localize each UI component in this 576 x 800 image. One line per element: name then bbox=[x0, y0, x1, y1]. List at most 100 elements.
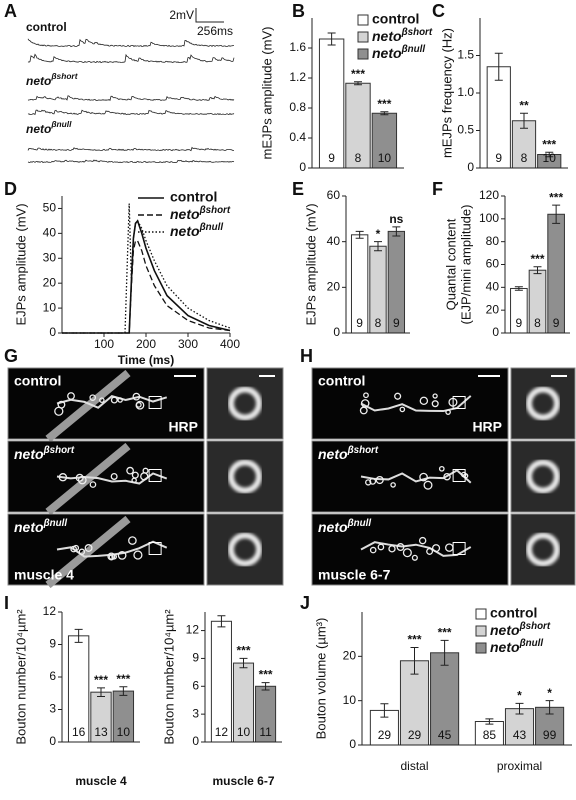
roi-box bbox=[148, 396, 162, 409]
inset-bouton bbox=[228, 459, 262, 494]
error-bar bbox=[485, 718, 494, 725]
significance: *** bbox=[236, 644, 250, 658]
bouton bbox=[365, 479, 372, 486]
y-tick-label: 0 bbox=[349, 737, 356, 751]
bouton bbox=[132, 392, 141, 401]
inset-bouton bbox=[228, 532, 262, 567]
error-bar bbox=[239, 657, 248, 669]
bouton bbox=[78, 548, 86, 555]
n-label: 10 bbox=[378, 151, 392, 165]
panel-letter: B bbox=[292, 1, 305, 21]
y-tick-label: 20 bbox=[343, 649, 357, 663]
branch bbox=[360, 469, 472, 484]
y-tick-label: 0 bbox=[49, 734, 56, 748]
legend-label: netoβnull bbox=[170, 222, 223, 239]
roi-box bbox=[452, 542, 466, 555]
y-tick-label: 20 bbox=[43, 275, 57, 289]
bouton bbox=[411, 554, 418, 561]
y-tick-label: 50 bbox=[43, 201, 57, 215]
n-label: 9 bbox=[516, 316, 523, 330]
significance: * bbox=[517, 688, 522, 702]
stain-label: HRP bbox=[168, 419, 198, 435]
bouton bbox=[394, 392, 402, 400]
legend-swatch bbox=[475, 608, 487, 620]
error-bar bbox=[119, 686, 128, 696]
n-label: 10 bbox=[237, 725, 251, 739]
branch bbox=[56, 395, 168, 409]
bouton bbox=[58, 473, 68, 482]
error-bar bbox=[261, 682, 270, 691]
error-bar bbox=[515, 702, 524, 715]
y-tick-label: 0.8 bbox=[289, 100, 306, 114]
panel-letter: F bbox=[432, 179, 443, 199]
genotype-label: netoβnull bbox=[14, 518, 67, 535]
bouton bbox=[67, 392, 75, 400]
ejp-trace bbox=[62, 203, 231, 334]
n-label: 9 bbox=[356, 316, 363, 330]
y-tick-label: 10 bbox=[43, 300, 57, 314]
significance: *** bbox=[116, 672, 130, 686]
significance: * bbox=[376, 227, 381, 241]
bouton bbox=[133, 550, 143, 560]
x-tick-label: distal bbox=[400, 759, 428, 773]
y-tick-label: 20 bbox=[486, 302, 500, 316]
panel-letter: D bbox=[4, 179, 17, 199]
branch bbox=[56, 472, 168, 485]
legend-label: netoβshort bbox=[490, 621, 551, 638]
muscle-label: muscle 4 bbox=[14, 567, 74, 583]
error-bar bbox=[74, 628, 83, 643]
panel-letter: A bbox=[4, 1, 17, 21]
n-label: 8 bbox=[375, 316, 382, 330]
y-tick-label: 120 bbox=[479, 188, 499, 202]
trace-label: control bbox=[26, 20, 67, 34]
y-tick-label: 12 bbox=[186, 623, 200, 637]
bouton bbox=[128, 536, 137, 545]
legend-label: control bbox=[170, 189, 217, 205]
legend-swatch bbox=[357, 48, 369, 60]
trace bbox=[27, 95, 235, 102]
error-bar bbox=[327, 32, 336, 46]
error-bar bbox=[374, 241, 382, 252]
legend-swatch bbox=[475, 642, 487, 654]
bouton bbox=[375, 475, 384, 485]
y-tick-label: 30 bbox=[43, 250, 57, 264]
bar bbox=[210, 620, 232, 743]
error-bar bbox=[355, 230, 364, 239]
y-axis-label: mEJPs frequency (Hz) bbox=[439, 28, 454, 158]
significance: *** bbox=[351, 67, 365, 81]
bouton bbox=[135, 401, 142, 408]
micrograph-inset bbox=[206, 367, 284, 440]
significance: * bbox=[547, 686, 552, 700]
legend-label: netoβnull bbox=[490, 638, 543, 655]
bouton bbox=[108, 554, 114, 560]
significance: ns bbox=[389, 212, 403, 226]
significance: *** bbox=[438, 626, 452, 640]
significance: *** bbox=[407, 633, 421, 647]
y-tick-label: 1.6 bbox=[289, 40, 306, 54]
bouton bbox=[70, 545, 78, 553]
n-label: 9 bbox=[393, 316, 400, 330]
trace-label: netoβnull bbox=[26, 119, 72, 136]
x-tick-label: proximal bbox=[497, 759, 542, 773]
bouton bbox=[107, 552, 116, 561]
significance: *** bbox=[530, 252, 544, 266]
error-bar bbox=[392, 226, 401, 237]
bouton bbox=[117, 397, 123, 403]
bouton bbox=[363, 392, 369, 399]
y-tick-label: 0.4 bbox=[289, 130, 306, 144]
bouton bbox=[369, 477, 377, 485]
y-axis-label: mEJPs amplitude (mV) bbox=[259, 27, 274, 160]
bouton bbox=[388, 545, 396, 553]
significance: *** bbox=[94, 673, 108, 687]
trace bbox=[27, 53, 235, 64]
error-bar bbox=[533, 266, 542, 275]
n-label: 13 bbox=[94, 725, 108, 739]
ejp-trace bbox=[62, 219, 231, 334]
bouton bbox=[432, 544, 441, 553]
y-tick-label: 0 bbox=[299, 160, 306, 174]
panel-letter: G bbox=[4, 346, 18, 366]
genotype-label: netoβnull bbox=[318, 518, 371, 535]
micrograph-inset bbox=[206, 513, 284, 586]
x-axis-label: Time (ms) bbox=[118, 353, 174, 367]
bouton bbox=[419, 472, 428, 482]
